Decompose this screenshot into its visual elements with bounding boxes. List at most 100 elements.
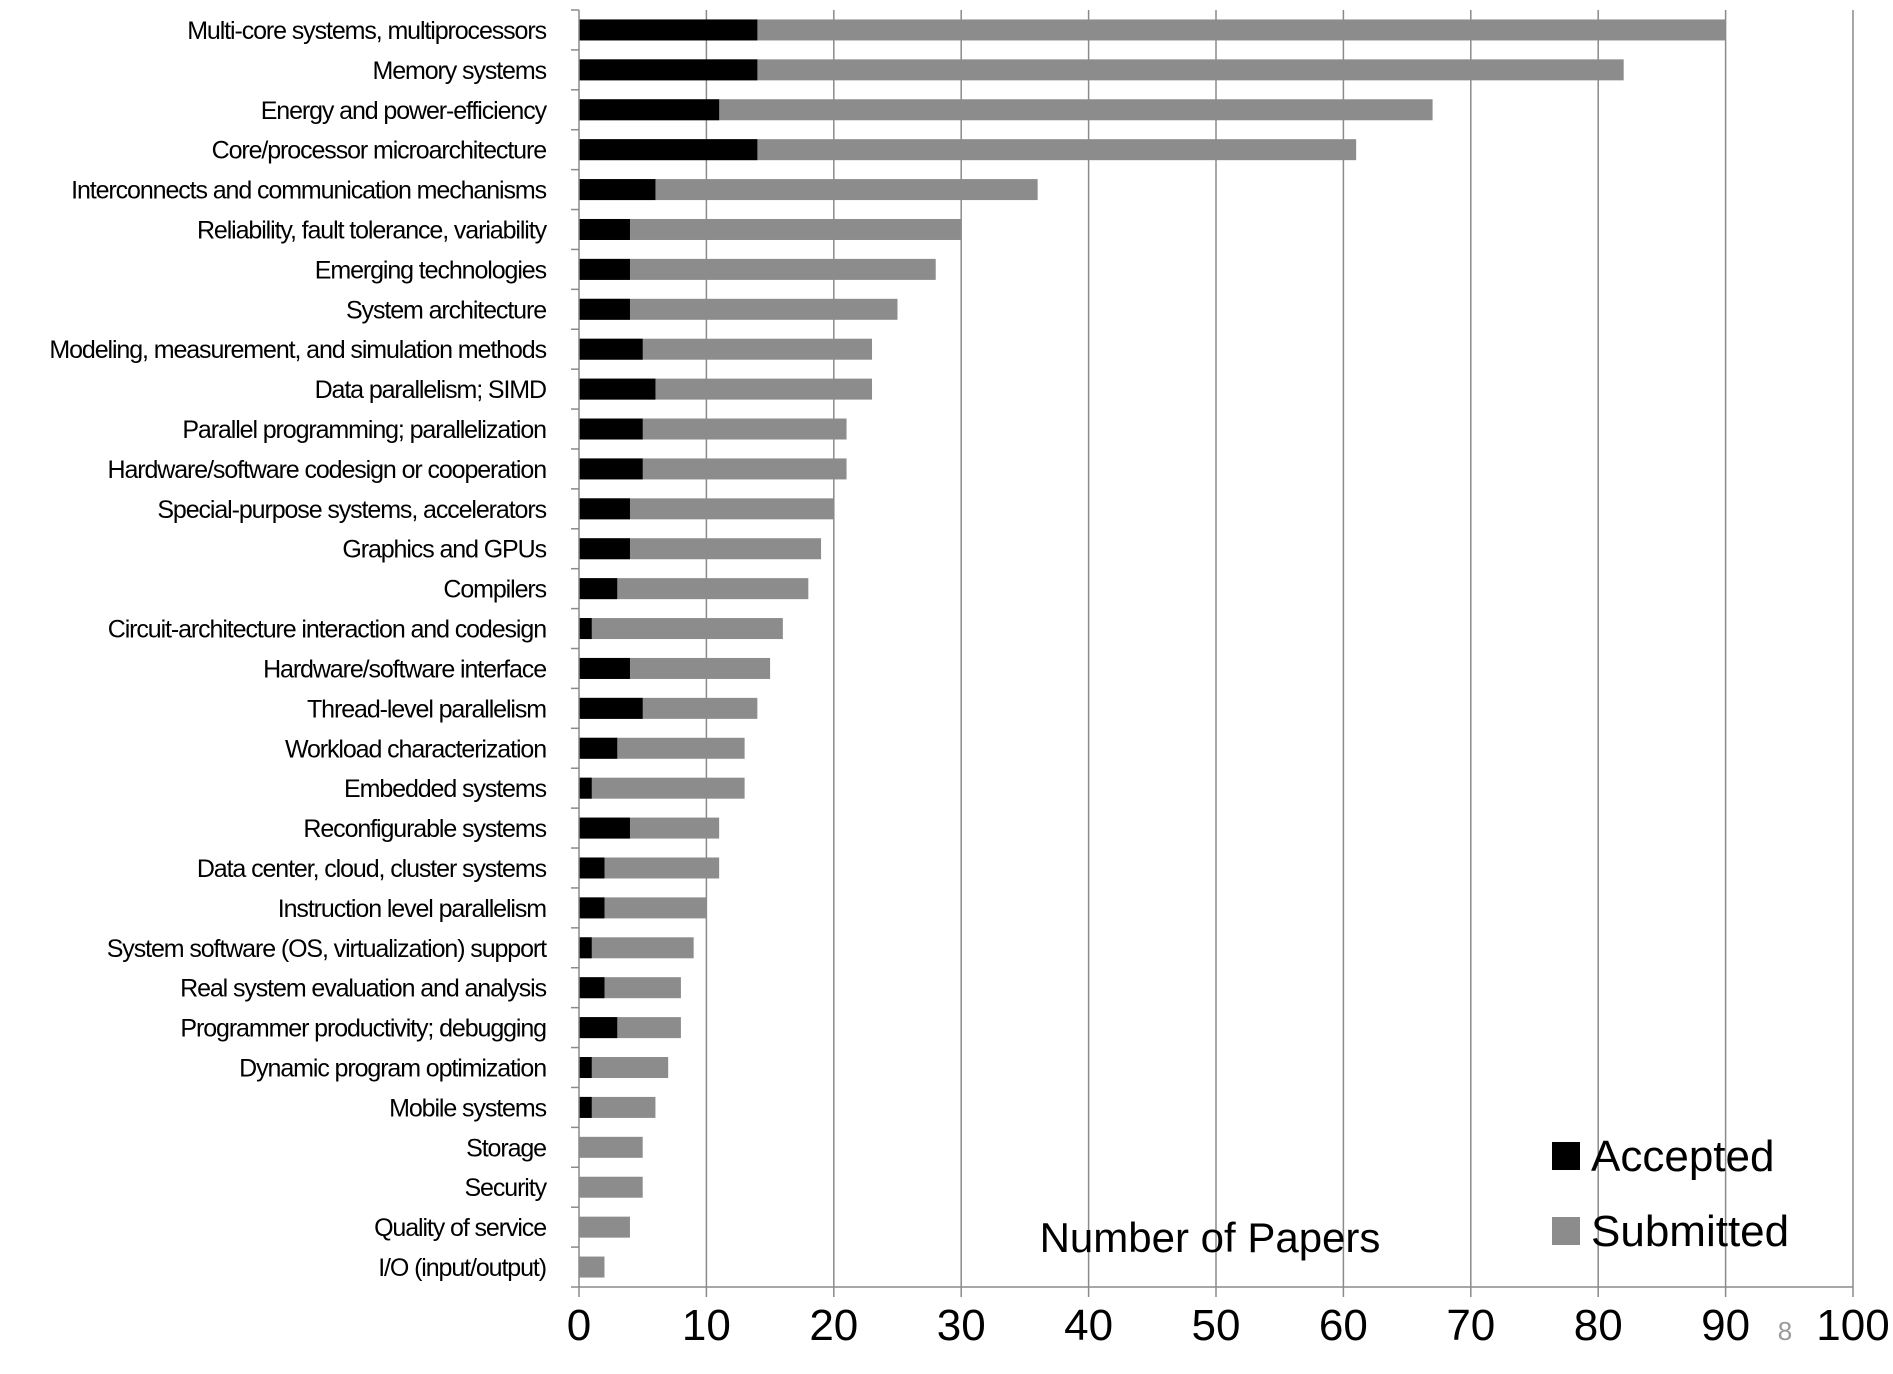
bar-submitted xyxy=(579,578,809,600)
bar-accepted xyxy=(579,99,720,121)
category-label: Compilers xyxy=(443,576,546,604)
gridlines xyxy=(705,10,1854,1287)
category-label: Security xyxy=(464,1174,547,1202)
bar-submitted xyxy=(579,897,707,919)
bars xyxy=(579,19,1726,1278)
bar-submitted xyxy=(579,1136,643,1158)
legend-label-accepted: Accepted xyxy=(1591,1132,1774,1181)
category-label: Parallel programming; parallelization xyxy=(182,416,546,444)
category-label: Interconnects and communication mechanis… xyxy=(71,177,546,205)
x-tick-label: 70 xyxy=(1446,1301,1495,1350)
bar-accepted xyxy=(579,1017,618,1039)
bar-submitted xyxy=(579,19,1726,41)
category-label: Graphics and GPUs xyxy=(342,536,546,564)
bar-accepted xyxy=(579,897,605,919)
category-label: Mobile systems xyxy=(389,1094,546,1122)
x-tick-label: 20 xyxy=(809,1301,858,1350)
category-label: Emerging technologies xyxy=(315,256,547,284)
x-tick-label: 10 xyxy=(682,1301,731,1350)
bar-accepted xyxy=(579,59,758,81)
x-tick-label: 90 xyxy=(1701,1301,1750,1350)
bar-submitted xyxy=(579,498,834,520)
bar-submitted xyxy=(579,937,694,959)
bar-accepted xyxy=(579,458,643,480)
bar-accepted xyxy=(579,937,592,959)
category-label: Real system evaluation and analysis xyxy=(180,975,546,1003)
legend: Accepted Submitted xyxy=(1552,1132,1789,1256)
category-label: Storage xyxy=(466,1134,546,1162)
category-label: Circuit-architecture interaction and cod… xyxy=(108,616,546,644)
x-tick-label: 40 xyxy=(1064,1301,1113,1350)
x-tick-label: 30 xyxy=(937,1301,986,1350)
bar-accepted xyxy=(579,538,630,560)
bar-submitted xyxy=(579,458,847,480)
bar-accepted xyxy=(579,378,656,400)
legend-swatch-submitted xyxy=(1552,1217,1580,1245)
category-label: System architecture xyxy=(346,296,546,324)
category-label: Reliability, fault tolerance, variabilit… xyxy=(197,216,548,244)
bar-accepted xyxy=(579,298,630,320)
bar-accepted xyxy=(579,857,605,879)
bar-accepted xyxy=(579,179,656,201)
bar-submitted xyxy=(579,618,783,640)
bar-accepted xyxy=(579,1096,592,1118)
category-label: Data parallelism; SIMD xyxy=(315,376,546,404)
page-number: 8 xyxy=(1778,1316,1792,1346)
category-label: Thread-level parallelism xyxy=(307,695,546,723)
bar-accepted xyxy=(579,777,592,799)
bar-submitted xyxy=(579,179,1038,201)
bar-accepted xyxy=(579,258,630,280)
bar-submitted xyxy=(579,218,962,240)
category-label: Hardware/software codesign or cooperatio… xyxy=(108,456,547,484)
bar-accepted xyxy=(579,338,643,360)
bar-accepted xyxy=(579,19,758,41)
bar-submitted xyxy=(579,1096,656,1118)
category-label: Data center, cloud, cluster systems xyxy=(197,855,547,883)
bar-accepted xyxy=(579,418,643,440)
category-label: System software (OS, virtualization) sup… xyxy=(107,935,547,963)
bar-submitted xyxy=(579,139,1357,161)
bar-accepted xyxy=(579,218,630,240)
bar-submitted xyxy=(579,338,873,360)
x-tick-label: 0 xyxy=(567,1301,591,1350)
bar-accepted xyxy=(579,578,618,600)
bar-submitted xyxy=(579,1216,630,1238)
category-label: Reconfigurable systems xyxy=(303,815,546,843)
x-axis-title: Number of Papers xyxy=(1040,1214,1381,1261)
bar-accepted xyxy=(579,737,618,759)
bar-accepted xyxy=(579,1057,592,1079)
bar-submitted xyxy=(579,418,847,440)
bar-accepted xyxy=(579,498,630,520)
bar-accepted xyxy=(579,657,630,679)
category-label: Embedded systems xyxy=(344,775,547,803)
bar-submitted xyxy=(579,1176,643,1198)
category-label: Memory systems xyxy=(372,57,546,85)
category-label: Modeling, measurement, and simulation me… xyxy=(49,336,546,364)
bar-submitted xyxy=(579,99,1433,121)
bar-accepted xyxy=(579,977,605,999)
bar-submitted xyxy=(579,298,898,320)
category-label: Special-purpose systems, accelerators xyxy=(157,496,546,524)
bar-accepted xyxy=(579,697,643,719)
bar-submitted xyxy=(579,1057,669,1079)
category-label: Energy and power-efficiency xyxy=(261,97,548,125)
x-tick-label: 60 xyxy=(1319,1301,1368,1350)
bar-accepted xyxy=(579,139,758,161)
category-label: I/O (input/output) xyxy=(378,1254,546,1282)
category-label: Workload characterization xyxy=(285,735,546,763)
axes xyxy=(571,9,1854,1297)
bar-submitted xyxy=(579,258,936,280)
bar-submitted xyxy=(579,737,745,759)
x-tick-labels: 0 10 20 30 40 50 60 70 80 90 100 xyxy=(567,1301,1890,1350)
bar-submitted xyxy=(579,59,1624,81)
bar-submitted xyxy=(579,538,822,560)
category-label: Programmer productivity; debugging xyxy=(180,1015,546,1043)
x-tick-label: 80 xyxy=(1574,1301,1623,1350)
category-label: Dynamic program optimization xyxy=(239,1055,546,1083)
bar-submitted xyxy=(579,777,745,799)
bar-submitted xyxy=(579,857,720,879)
category-label: Instruction level parallelism xyxy=(278,895,546,923)
bar-accepted xyxy=(579,817,630,839)
